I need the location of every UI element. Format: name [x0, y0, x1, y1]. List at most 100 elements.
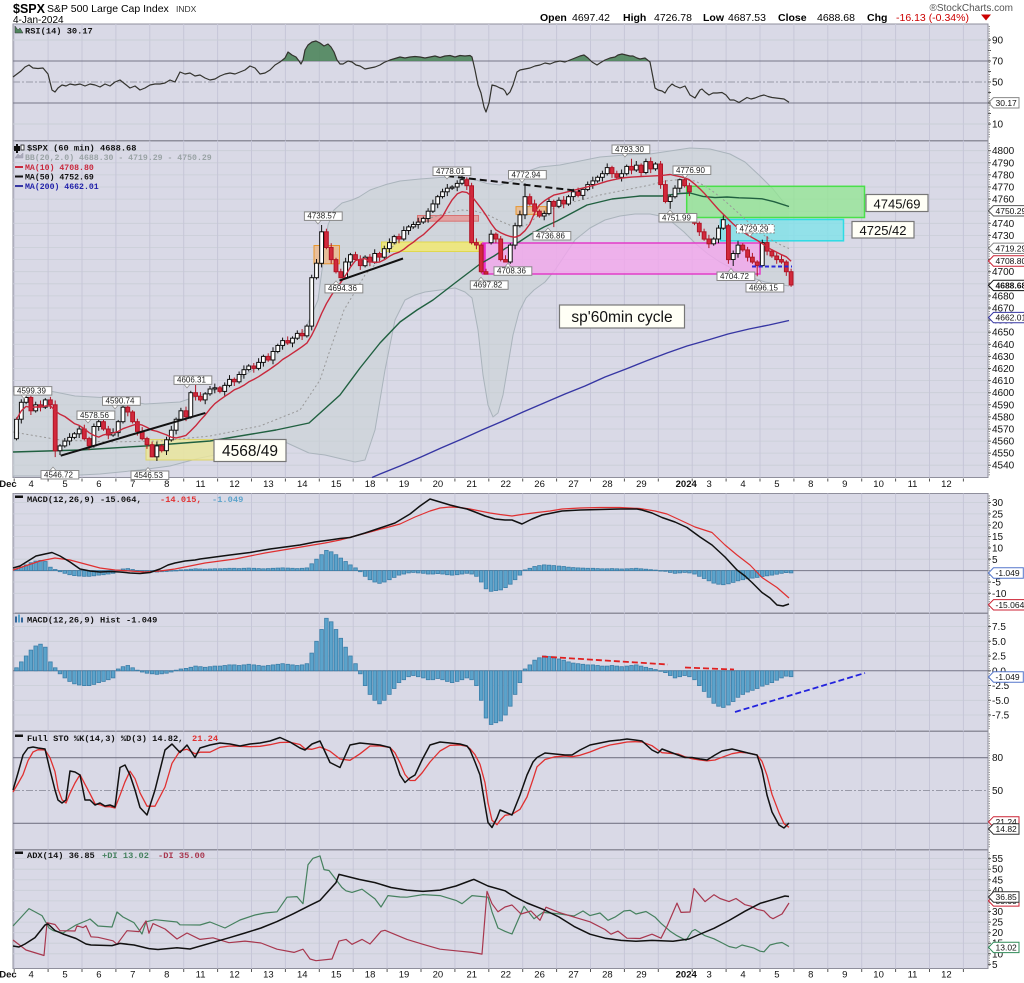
svg-text:4568/49: 4568/49 [222, 443, 278, 460]
svg-text:21.24: 21.24 [996, 817, 1018, 827]
svg-text:25: 25 [992, 509, 1004, 520]
svg-text:4800: 4800 [992, 146, 1015, 157]
svg-text:4610: 4610 [992, 376, 1015, 387]
svg-text:28: 28 [602, 479, 613, 490]
svg-text:4599.39: 4599.39 [17, 386, 46, 395]
svg-text:45: 45 [992, 875, 1004, 886]
svg-text:sp'60min cycle: sp'60min cycle [571, 309, 672, 326]
svg-text:4790: 4790 [992, 158, 1015, 169]
svg-text:4: 4 [28, 970, 33, 981]
svg-text:27: 27 [568, 970, 579, 981]
svg-text:2024: 2024 [676, 479, 698, 490]
svg-text:12: 12 [229, 479, 240, 490]
svg-text:8: 8 [808, 479, 813, 490]
svg-text:4738.57: 4738.57 [307, 212, 336, 221]
svg-text:RSI(14) 30.17: RSI(14) 30.17 [25, 27, 93, 37]
svg-text:3: 3 [706, 479, 711, 490]
svg-text:4688.68: 4688.68 [996, 280, 1024, 290]
svg-text:18: 18 [365, 479, 376, 490]
svg-text:4590: 4590 [992, 400, 1015, 411]
svg-text:50: 50 [992, 78, 1004, 89]
svg-text:Dec: Dec [0, 479, 17, 490]
svg-text:4540: 4540 [992, 461, 1015, 472]
svg-text:13.02: 13.02 [996, 942, 1018, 952]
svg-text:-1.049: -1.049 [212, 495, 243, 505]
svg-text:15: 15 [331, 479, 342, 490]
svg-text:4630: 4630 [992, 352, 1015, 363]
svg-text:S&P 500 Large Cap Index: S&P 500 Large Cap Index [47, 3, 170, 15]
svg-text:9: 9 [842, 479, 847, 490]
svg-text:10: 10 [992, 543, 1004, 554]
svg-text:90: 90 [992, 36, 1004, 47]
svg-text:4793.30: 4793.30 [615, 145, 644, 154]
svg-text:14.82: 14.82 [996, 824, 1018, 834]
svg-text:13: 13 [263, 970, 274, 981]
svg-text:21: 21 [467, 479, 478, 490]
svg-text:4772.94: 4772.94 [512, 170, 541, 179]
svg-text:4606.31: 4606.31 [177, 376, 206, 385]
svg-text:5: 5 [992, 960, 998, 971]
svg-text:5: 5 [992, 555, 998, 566]
svg-text:4736.86: 4736.86 [536, 231, 565, 240]
svg-text:8: 8 [808, 970, 813, 981]
svg-text:4550: 4550 [992, 449, 1015, 460]
svg-text:20: 20 [992, 521, 1004, 532]
svg-text:14: 14 [297, 970, 308, 981]
svg-text:4640: 4640 [992, 340, 1015, 351]
svg-text:4745/69: 4745/69 [874, 197, 921, 212]
svg-text:5.0: 5.0 [992, 637, 1006, 648]
svg-text:ADX(14) 36.85: ADX(14) 36.85 [27, 851, 95, 861]
svg-text:55: 55 [992, 854, 1004, 865]
svg-text:INDX: INDX [176, 4, 197, 14]
svg-text:2024: 2024 [676, 970, 698, 981]
svg-text:2.5: 2.5 [992, 652, 1006, 663]
svg-text:-16.13 (-0.34%): -16.13 (-0.34%) [896, 12, 969, 24]
svg-text:36.85: 36.85 [996, 892, 1018, 902]
svg-text:4687.53: 4687.53 [728, 12, 766, 24]
svg-text:-7.5: -7.5 [992, 711, 1010, 722]
svg-text:4778.01: 4778.01 [436, 167, 465, 176]
svg-text:4704.72: 4704.72 [720, 272, 749, 281]
svg-text:4780: 4780 [992, 170, 1015, 181]
svg-text:+DI 13.02: +DI 13.02 [102, 851, 149, 861]
svg-text:20: 20 [433, 970, 444, 981]
svg-text:26: 26 [534, 970, 545, 981]
svg-text:4730: 4730 [992, 231, 1015, 242]
svg-text:4680: 4680 [992, 291, 1015, 302]
svg-text:12: 12 [941, 479, 952, 490]
svg-text:22: 22 [501, 479, 512, 490]
svg-text:-2.5: -2.5 [992, 681, 1010, 692]
svg-text:4700: 4700 [992, 267, 1015, 278]
svg-text:4600: 4600 [992, 388, 1015, 399]
svg-text:18: 18 [365, 970, 376, 981]
svg-text:MA(200) 4662.01: MA(200) 4662.01 [25, 182, 99, 192]
svg-text:10: 10 [992, 949, 1004, 960]
svg-text:4: 4 [740, 479, 745, 490]
svg-text:11: 11 [196, 970, 206, 981]
svg-text:BB(20,2.0) 4688.30 - 4719.29 -: BB(20,2.0) 4688.30 - 4719.29 - 4750.29 [25, 153, 212, 163]
svg-text:4546.53: 4546.53 [134, 471, 163, 480]
svg-text:4708.80: 4708.80 [996, 256, 1024, 266]
svg-text:MACD(12,26,9) Hist -1.049: MACD(12,26,9) Hist -1.049 [27, 616, 157, 626]
svg-text:4546.72: 4546.72 [44, 470, 73, 479]
svg-text:-1.049: -1.049 [996, 672, 1020, 682]
svg-text:13: 13 [263, 479, 274, 490]
svg-text:4696.15: 4696.15 [749, 283, 778, 292]
svg-text:30: 30 [992, 907, 1004, 918]
svg-text:14: 14 [297, 479, 308, 490]
svg-text:10: 10 [992, 120, 1004, 131]
svg-text:4725/42: 4725/42 [860, 223, 907, 238]
svg-text:Close: Close [778, 12, 807, 24]
svg-text:19: 19 [399, 970, 410, 981]
svg-text:21.24: 21.24 [192, 734, 218, 744]
svg-text:29: 29 [636, 479, 647, 490]
svg-text:30: 30 [992, 498, 1004, 509]
svg-text:11: 11 [908, 479, 918, 490]
svg-text:10: 10 [873, 970, 884, 981]
svg-text:11: 11 [908, 970, 918, 981]
svg-text:4670: 4670 [992, 304, 1015, 315]
svg-text:4776.90: 4776.90 [676, 166, 705, 175]
svg-text:Dec: Dec [0, 970, 17, 981]
svg-text:4620: 4620 [992, 364, 1015, 375]
svg-text:15: 15 [331, 970, 342, 981]
